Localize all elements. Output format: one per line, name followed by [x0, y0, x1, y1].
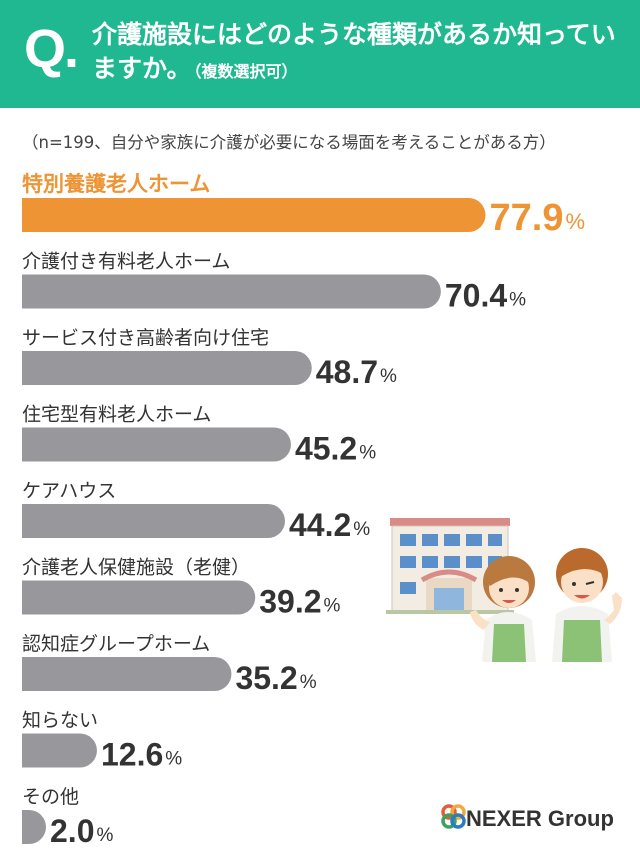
category-label: 知らない: [22, 710, 98, 732]
care-facility-illustration: [386, 518, 622, 662]
bar: [22, 810, 46, 844]
unit-label: %: [353, 519, 370, 540]
bar: [22, 657, 232, 691]
bar: [22, 274, 441, 309]
bar: [22, 427, 291, 462]
category-label: ケアハウス: [22, 480, 116, 502]
unit-label: %: [509, 290, 526, 311]
value-label: 70.4: [445, 278, 507, 314]
unit-label: %: [324, 596, 341, 617]
caregiver-woman: [470, 556, 536, 662]
logo-ring-3: [441, 813, 457, 829]
bar: [22, 733, 97, 768]
value-label: 35.2: [235, 660, 297, 696]
unit-label: %: [96, 825, 113, 846]
value-label: 45.2: [295, 431, 357, 467]
bar: [22, 580, 256, 615]
value-label: 39.2: [259, 584, 321, 620]
category-label: 認知症グループホーム: [22, 633, 210, 655]
category-label: サービス付き高齢者向け住宅: [22, 327, 269, 349]
unit-label: %: [359, 443, 376, 464]
sample-note: （n=199、自分や家族に介護が必要になる場面を考えることがある方）: [22, 133, 556, 152]
unit-label: %: [565, 209, 585, 234]
entrance-door: [434, 588, 464, 612]
unit-label: %: [300, 672, 317, 693]
value-label: 2.0: [50, 813, 94, 849]
logo-text: NEXER Group: [466, 806, 614, 831]
entrance-awning: [420, 569, 478, 583]
nexer-logo-icon: [441, 804, 466, 829]
question-mark-label: Q.: [24, 19, 79, 79]
building-roof: [390, 518, 510, 526]
question-text-block: 介護施設にはどのような種類があるか知っていますか。 （複数選択可）: [92, 18, 622, 89]
caregiver-man: [552, 548, 622, 662]
value-label: 44.2: [289, 507, 351, 543]
category-label: 介護老人保健施設（老健）: [22, 557, 250, 579]
category-label: 介護付き有料老人ホーム: [22, 251, 230, 273]
logo-ring-1: [441, 804, 457, 820]
value-label: 12.6: [101, 737, 163, 773]
unit-label: %: [380, 366, 397, 387]
bar: [22, 351, 312, 385]
category-label: その他: [22, 786, 79, 808]
logo-ring-2: [450, 804, 466, 820]
ground: [386, 610, 514, 614]
value-label: 77.9: [490, 197, 564, 239]
question-text: 介護施設にはどのような種類があるか知っていますか。: [92, 20, 616, 83]
bar: [22, 198, 486, 232]
unit-label: %: [165, 749, 182, 770]
category-label: 住宅型有料老人ホーム: [22, 404, 211, 426]
logo-ring-4: [450, 813, 466, 829]
question-note: （複数選択可）: [193, 62, 298, 81]
bar: [22, 504, 285, 538]
category-label: 特別養護老人ホーム: [22, 172, 210, 196]
value-label: 48.7: [316, 354, 378, 390]
question-header: Q. 介護施設にはどのような種類があるか知っていますか。 （複数選択可）: [0, 0, 640, 108]
